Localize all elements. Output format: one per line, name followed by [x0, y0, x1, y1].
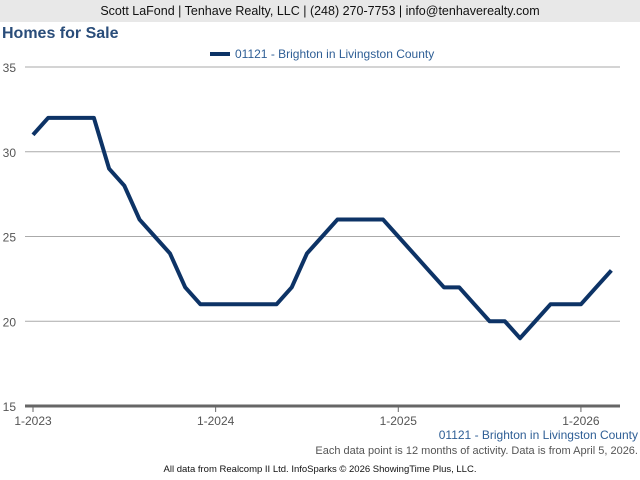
y-tick-label: 15: [3, 400, 17, 414]
legend-label: 01121 - Brighton in Livingston County: [235, 47, 434, 61]
data-note: Each data point is 12 months of activity…: [315, 445, 638, 457]
line-chart: 15 20 25 30 35 1-2023 1-2024 1-2025 1-2026 01121 …: [3, 47, 620, 428]
y-tick-label: 35: [3, 61, 17, 75]
x-tick-label: 1-2025: [380, 414, 418, 428]
contact-bar: Scott LaFond | Tenhave Realty, LLC | (24…: [0, 0, 640, 22]
footer-credit: All data from Realcomp II Ltd. InfoSpark…: [163, 464, 477, 475]
y-tick-label: 20: [3, 315, 17, 329]
x-tick-label: 1-2026: [562, 414, 600, 428]
y-tick-label: 25: [3, 231, 17, 245]
chart-title: Homes for Sale: [2, 25, 119, 42]
series-line: [31, 115, 613, 341]
y-tick-label: 30: [3, 146, 17, 160]
x-tick-label: 1-2023: [14, 414, 52, 428]
source-label: 01121 - Brighton in Livingston County: [438, 428, 638, 442]
x-tick-label: 1-2024: [197, 414, 235, 428]
